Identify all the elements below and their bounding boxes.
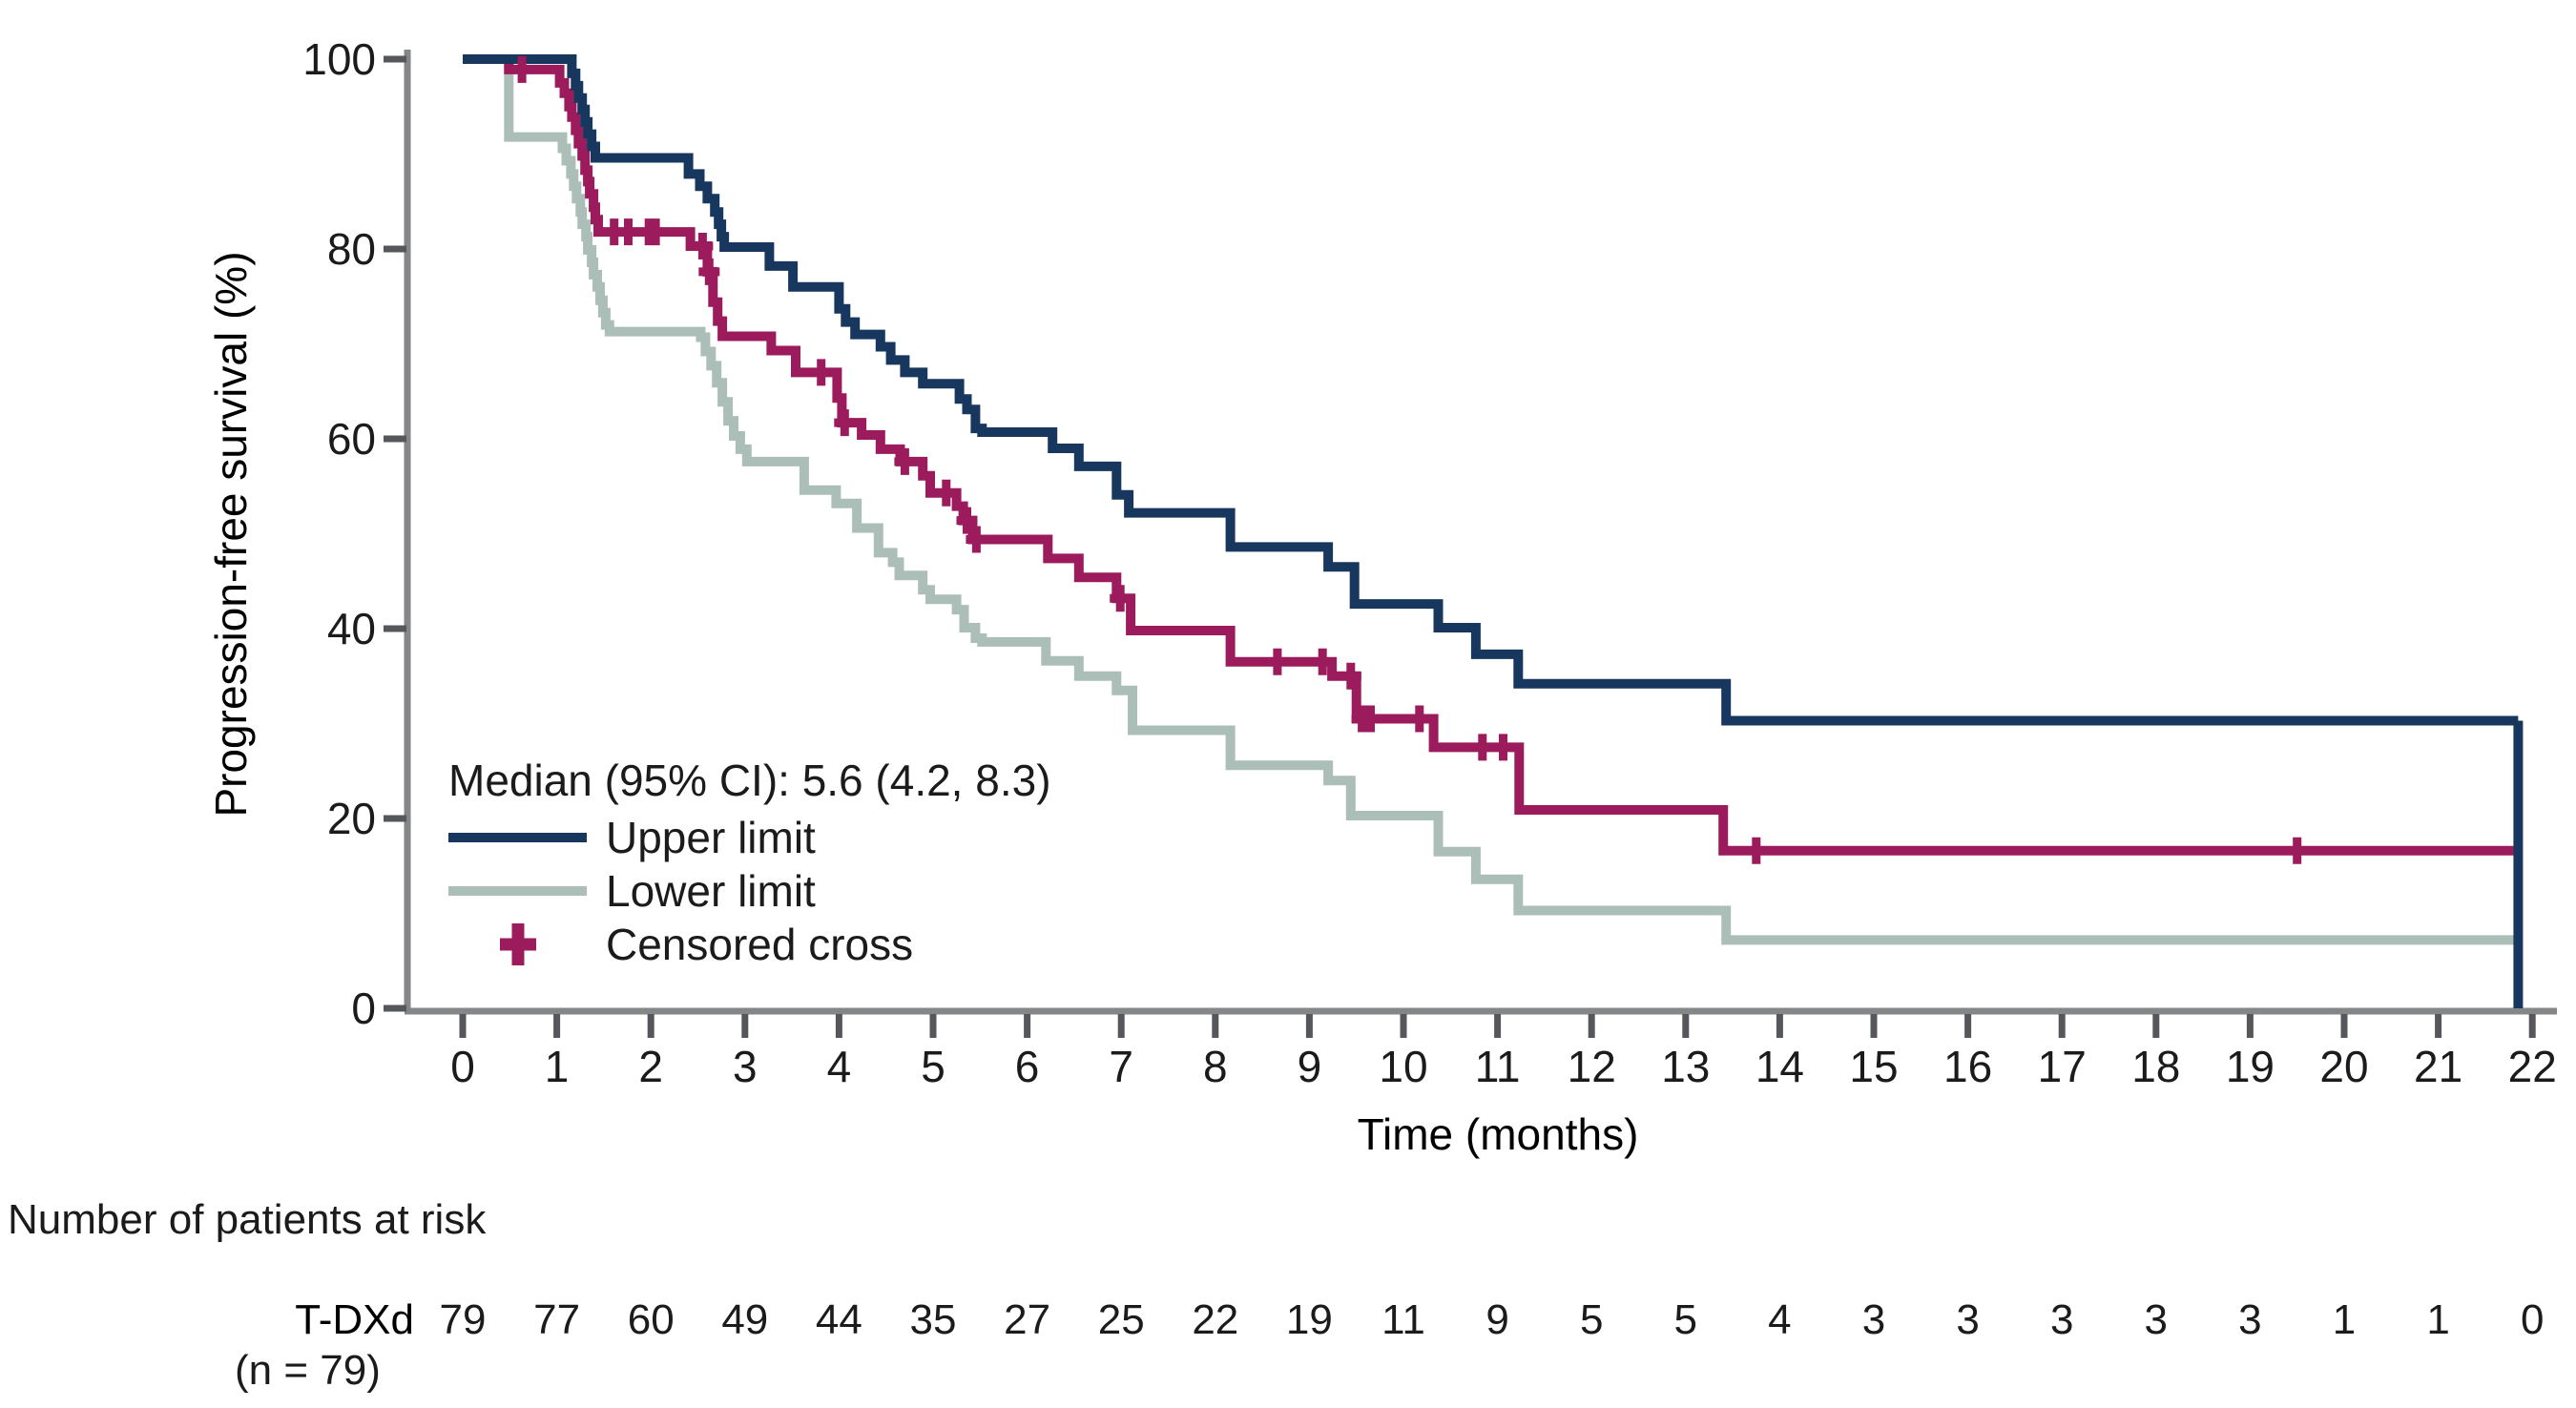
at-risk-value: 19	[1286, 1296, 1333, 1343]
censor-mark	[894, 447, 916, 475]
at-risk-group-label: T-DXd	[295, 1296, 414, 1343]
censor-mark	[692, 233, 714, 259]
at-risk-value: 1	[2333, 1296, 2356, 1343]
at-risk-value: 25	[1098, 1296, 1145, 1343]
x-tick-label: 16	[1943, 1042, 1992, 1091]
lower_limit-curve	[463, 54, 2519, 945]
y-tick-label: 0	[351, 984, 376, 1033]
at-risk-value: 3	[1862, 1296, 1885, 1343]
upper-limit-line-swatch	[448, 833, 587, 842]
at-risk-value: 3	[2145, 1296, 2168, 1343]
at-risk-title: Number of patients at risk	[8, 1196, 487, 1243]
legend: Median (95% CI): 5.6 (4.2, 8.3) Upper li…	[448, 756, 1051, 971]
at-risk-value: 4	[1768, 1296, 1791, 1343]
x-tick-label: 11	[1475, 1042, 1521, 1091]
at-risk-value: 5	[1674, 1296, 1697, 1343]
at-risk-value: 49	[721, 1296, 768, 1343]
y-tick-label: 40	[327, 604, 376, 653]
median-curve	[463, 54, 2519, 856]
censor-mark	[966, 526, 987, 553]
at-risk-value: 9	[1485, 1296, 1508, 1343]
legend-censored-label: Censored cross	[606, 920, 914, 969]
legend-median-text: Median (95% CI): 5.6 (4.2, 8.3)	[448, 756, 1051, 805]
censor-mark	[1745, 837, 1767, 864]
at-risk-value: 60	[628, 1296, 675, 1343]
at-risk-value: 35	[910, 1296, 957, 1343]
axes	[384, 50, 2557, 1038]
upper_limit-curve	[463, 54, 2519, 726]
legend-row-upper: Upper limit	[448, 811, 1051, 864]
at-risk-value: 77	[533, 1296, 580, 1343]
x-tick-label: 7	[1109, 1042, 1133, 1091]
x-tick-label: 10	[1379, 1042, 1427, 1091]
at-risk-value: 44	[816, 1296, 862, 1343]
survival-curves	[463, 54, 2524, 1008]
x-tick-label: 1	[545, 1042, 570, 1091]
censor-mark	[698, 258, 720, 285]
x-tick-label: 3	[733, 1042, 758, 1091]
censored-cross-icon	[448, 921, 587, 968]
x-tick-label: 2	[638, 1042, 663, 1091]
x-tick-label: 17	[2038, 1042, 2087, 1091]
censor-mark	[1360, 705, 1381, 733]
censor-mark	[935, 479, 957, 507]
y-tick-label: 60	[327, 414, 376, 464]
legend-row-lower: Lower limit	[448, 864, 1051, 918]
x-tick-label: 5	[921, 1042, 945, 1091]
x-tick-label: 8	[1203, 1042, 1228, 1091]
at-risk-numbers: 79 77 60 49 44 35 27 25 22 19 11 9 5 5 4 3 3 3 3 3 1 1 0	[440, 1296, 2545, 1343]
at-risk-value: 5	[1580, 1296, 1603, 1343]
at-risk-value: 22	[1192, 1296, 1238, 1343]
y-axis-title: Progression-free survival (%)	[206, 251, 256, 817]
x-tick-label: 0	[450, 1042, 475, 1091]
lower-limit-line-swatch	[448, 886, 587, 896]
x-tick-label: 9	[1298, 1042, 1322, 1091]
at-risk-value: 3	[1956, 1296, 1979, 1343]
censor-mark	[511, 55, 533, 83]
censor-mark	[617, 218, 639, 246]
at-risk-value: 11	[1381, 1296, 1425, 1343]
censor-mark	[645, 218, 667, 246]
x-tick-label: 19	[2226, 1042, 2275, 1091]
censor-mark	[834, 409, 856, 437]
x-tick-label: 15	[1849, 1042, 1898, 1091]
at-risk-value: 3	[2238, 1296, 2261, 1343]
at-risk-value: 3	[2050, 1296, 2073, 1343]
legend-row-censored: Censored cross	[448, 918, 1051, 971]
x-tick-label: 12	[1568, 1042, 1616, 1091]
y-tick-label: 100	[302, 34, 376, 84]
at-risk-value: 79	[440, 1296, 487, 1343]
legend-lower-label: Lower limit	[606, 866, 816, 916]
censor-mark	[1110, 585, 1132, 612]
x-axis-title: Time (months)	[1358, 1109, 1639, 1159]
censor-mark	[1471, 734, 1493, 761]
censor-mark	[1492, 734, 1514, 761]
x-tick-label: 22	[2508, 1042, 2557, 1091]
censor-mark	[810, 359, 832, 386]
x-tick-label: 4	[827, 1042, 852, 1091]
censor-mark	[1340, 662, 1361, 690]
censor-mark	[1312, 648, 1334, 675]
x-tick-label: 14	[1755, 1042, 1804, 1091]
at-risk-group-sub: (n = 79)	[235, 1347, 381, 1394]
legend-upper-label: Upper limit	[606, 813, 816, 862]
at-risk-value: 27	[1004, 1296, 1050, 1343]
y-tick-label: 20	[327, 794, 376, 843]
at-risk-value: 0	[2521, 1296, 2544, 1343]
x-tick-label: 13	[1661, 1042, 1710, 1091]
at-risk-value: 1	[2426, 1296, 2449, 1343]
x-tick-label: 18	[2131, 1042, 2180, 1091]
censor-mark	[2286, 837, 2308, 864]
x-tick-label: 6	[1015, 1042, 1040, 1091]
censor-mark	[1266, 648, 1288, 675]
censor-marks	[511, 55, 2308, 864]
x-tick-label: 21	[2414, 1042, 2462, 1091]
censor-mark	[956, 507, 978, 534]
x-tick-label: 20	[2319, 1042, 2368, 1091]
y-tick-label: 80	[327, 224, 376, 274]
censor-mark	[1408, 705, 1430, 733]
